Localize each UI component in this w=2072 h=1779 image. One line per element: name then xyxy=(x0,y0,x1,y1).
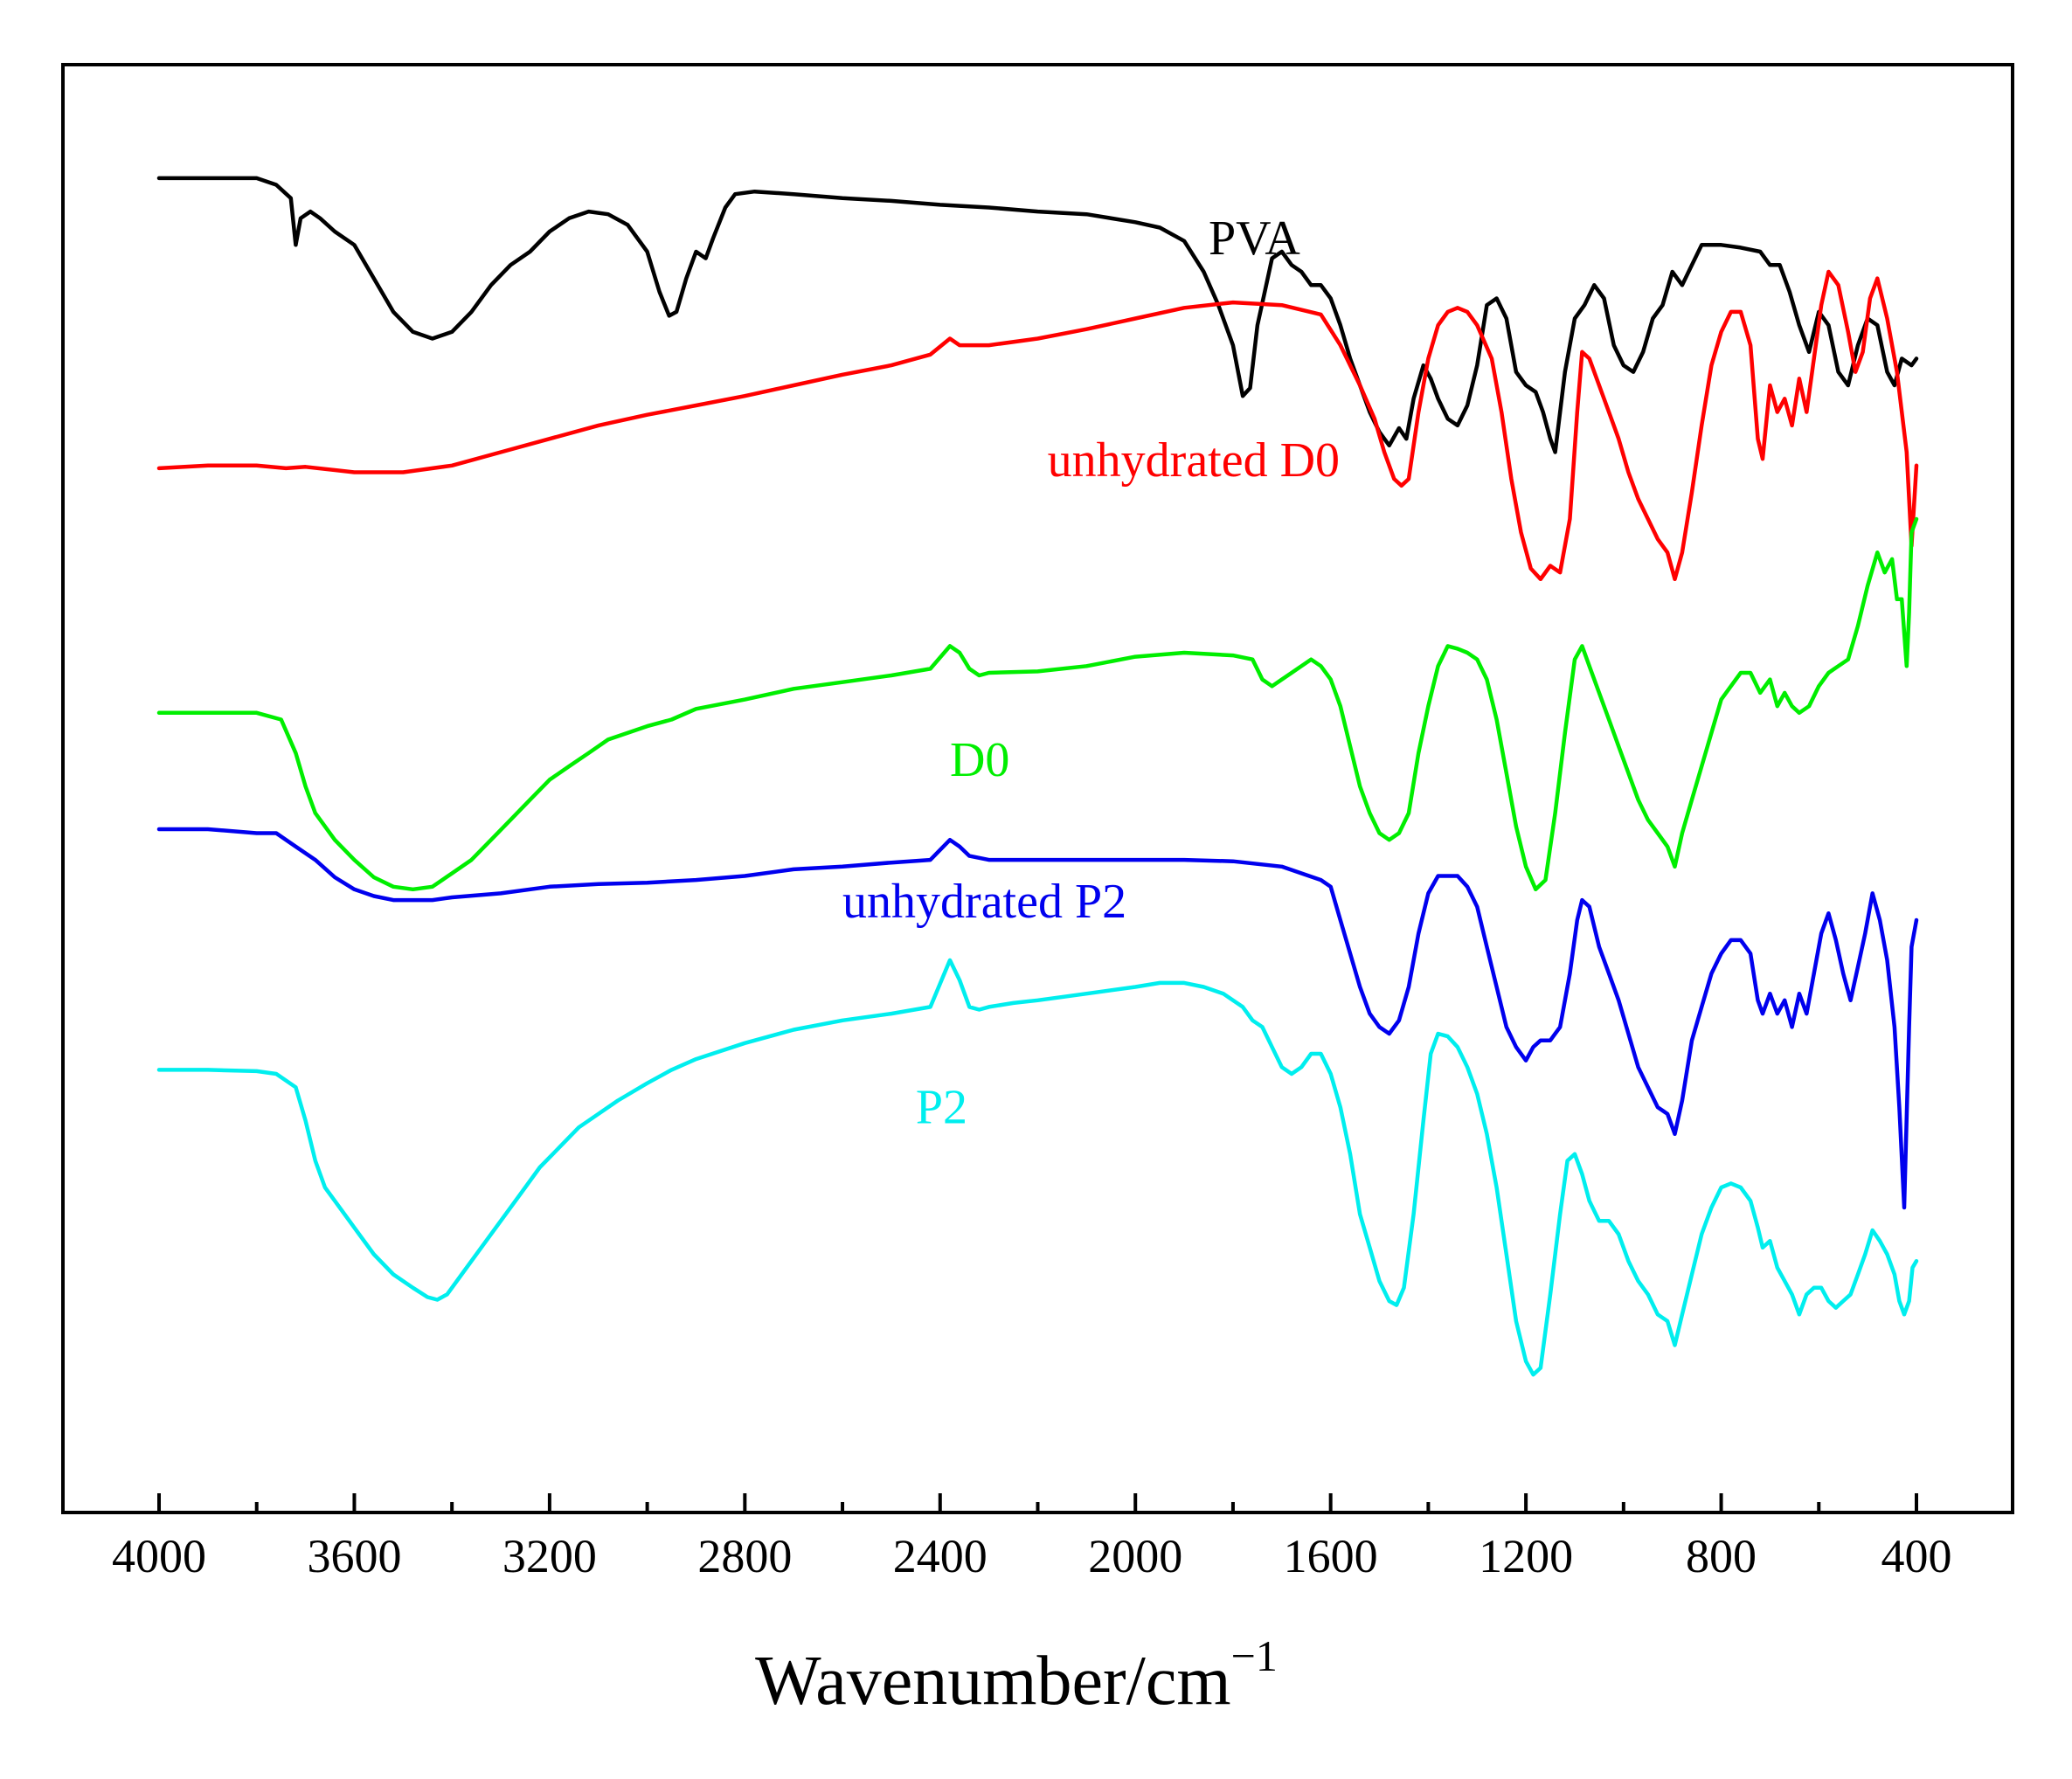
series-layer xyxy=(156,176,1919,1377)
x-tick-label: 4000 xyxy=(112,1530,206,1582)
plot-area-frame xyxy=(61,63,2014,1514)
series-label-pva: PVA xyxy=(1209,211,1300,266)
x-tick-label: 400 xyxy=(1881,1530,1952,1582)
x-tick-label: 2000 xyxy=(1088,1530,1182,1582)
series-line-unhydrated-p2 xyxy=(156,827,1919,1210)
series-line-d0 xyxy=(156,516,1919,892)
series-label-p2: P2 xyxy=(916,1081,967,1135)
series-line-unhydrated-d0 xyxy=(156,269,1919,582)
x-tick-label: 1600 xyxy=(1284,1530,1378,1582)
x-tick-label: 2800 xyxy=(697,1530,792,1582)
x-axis-title-superscript: −1 xyxy=(1231,1631,1278,1680)
series-label-unhydrated-d0: unhydrated D0 xyxy=(1048,433,1340,488)
x-tick-label: 3200 xyxy=(502,1530,597,1582)
series-line-p2 xyxy=(156,958,1919,1377)
series-labels: PVA unhydrated D0 D0 unhydrated P2 P2 xyxy=(842,211,1340,1135)
series-label-unhydrated-p2: unhydrated P2 xyxy=(842,875,1126,929)
series-line-pva xyxy=(156,176,1919,454)
x-axis-title: Wavenumber/cm−1 xyxy=(755,1631,1278,1720)
x-tick-label: 1200 xyxy=(1479,1530,1573,1582)
x-tick-label: 3600 xyxy=(307,1530,401,1582)
x-tick-label: 800 xyxy=(1686,1530,1757,1582)
series-label-d0: D0 xyxy=(950,733,1009,787)
x-tick-label: 2400 xyxy=(893,1530,987,1582)
x-axis-ticks: 4000 3600 3200 2800 2400 2000 1600 1200 800 400 xyxy=(112,1493,1952,1582)
x-axis-title-text: Wavenumber/cm xyxy=(755,1643,1230,1720)
